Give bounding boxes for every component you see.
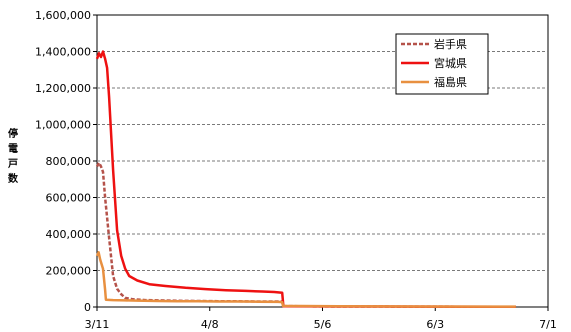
y-tick-label: 1,000,000 <box>35 119 91 132</box>
y-tick-label: 200,000 <box>46 265 92 278</box>
y-tick-label: 400,000 <box>46 228 92 241</box>
legend-label: 宮城県 <box>434 56 467 70</box>
y-axis-title-char: 停 <box>8 129 18 140</box>
series-line-3 <box>95 251 516 308</box>
y-axis-title-char: 戸 <box>8 159 18 170</box>
x-tick-label: 4/8 <box>201 318 219 331</box>
y-tick-label: 800,000 <box>46 155 92 168</box>
y-axis-title-char: 数 <box>8 174 18 185</box>
x-tick-label: 5/6 <box>314 318 332 331</box>
legend-label: 岩手県 <box>434 37 467 51</box>
x-tick-label: 7/1 <box>539 318 557 331</box>
y-tick-label: 1,200,000 <box>35 82 91 95</box>
x-tick-label: 6/3 <box>426 318 444 331</box>
y-tick-label: 1,600,000 <box>35 9 91 22</box>
x-tick-label: 3/11 <box>85 318 110 331</box>
y-tick-label: 0 <box>84 301 91 314</box>
y-tick-label: 1,400,000 <box>35 46 91 59</box>
legend-label: 福島県 <box>434 75 467 89</box>
y-tick-label: 600,000 <box>46 192 92 205</box>
y-axis-title-char: 電 <box>8 144 18 155</box>
